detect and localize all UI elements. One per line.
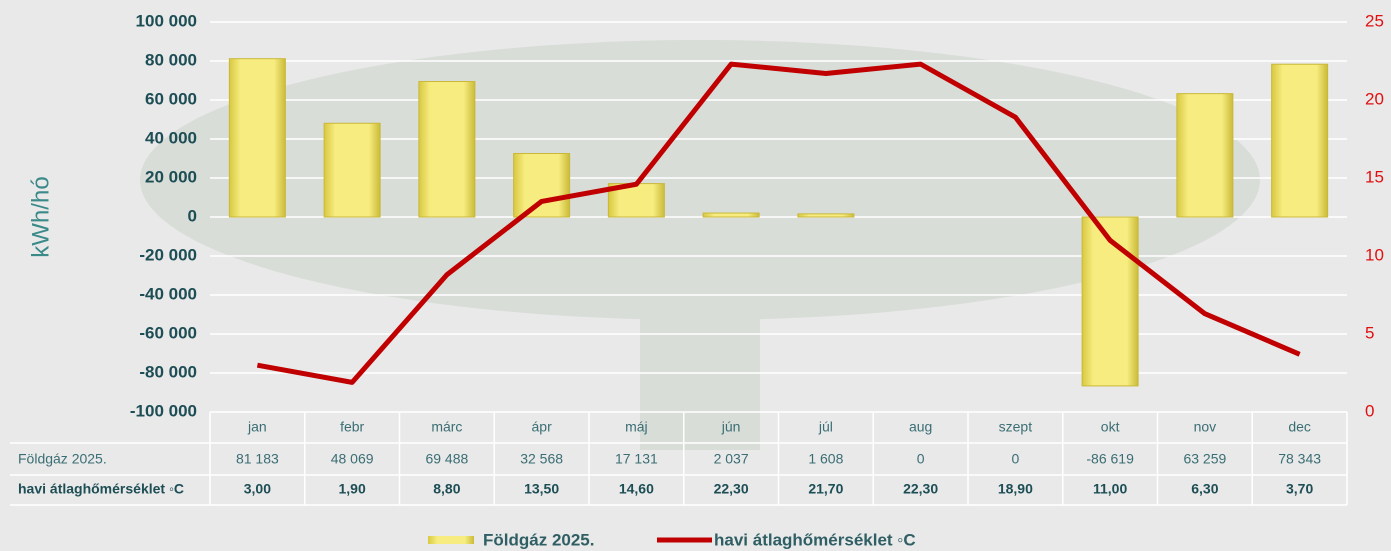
- x-tick-label: ápr: [532, 419, 553, 435]
- table-cell: 0: [917, 451, 925, 467]
- table-cell: 18,90: [998, 481, 1033, 497]
- y-tick-label: 100 000: [136, 11, 197, 30]
- bar: [323, 122, 381, 218]
- y-tick-label: 80 000: [145, 50, 197, 69]
- x-tick-label: júl: [818, 419, 833, 435]
- line: [256, 61, 1301, 385]
- legend-label: havi átlaghőmérséklet ◦C: [714, 530, 916, 549]
- y-tick-label: -100 000: [130, 401, 197, 420]
- table-cell: 0: [1011, 451, 1019, 467]
- y-tick-label: 60 000: [145, 89, 197, 108]
- table-cell: 22,30: [714, 481, 749, 497]
- table-row-label: Földgáz 2025.: [18, 451, 107, 467]
- y-tick-label: -40 000: [139, 284, 197, 303]
- table-cell: 22,30: [903, 481, 938, 497]
- bar: [228, 58, 286, 218]
- x-tick-label: okt: [1101, 419, 1120, 435]
- y-axis-title: kWh/hó: [27, 176, 54, 257]
- bar: [1271, 63, 1329, 218]
- y-tick-label: 0: [188, 206, 197, 225]
- x-tick-label: aug: [909, 419, 932, 435]
- x-tick-label: jan: [247, 419, 267, 435]
- table-cell: 2 037: [714, 451, 749, 467]
- table-cell: 11,00: [1093, 481, 1127, 497]
- y2-tick-label: 0: [1365, 401, 1374, 420]
- legend-label: Földgáz 2025.: [483, 530, 594, 549]
- table-cell: 48 069: [331, 451, 374, 467]
- x-tick-label: dec: [1288, 419, 1311, 435]
- y2-tick-label: 15: [1365, 167, 1384, 186]
- bar: [1176, 93, 1234, 218]
- x-tick-label: márc: [431, 419, 462, 435]
- table-cell: 1,90: [339, 481, 366, 497]
- bar: [1081, 216, 1139, 387]
- table-cell: 17 131: [615, 451, 658, 467]
- table-cell: -86 619: [1086, 451, 1134, 467]
- bar: [797, 213, 855, 218]
- table-grid: [10, 442, 1347, 506]
- table-row-label: havi átlaghőmérséklet ◦C: [18, 481, 184, 497]
- table-cell: 21,70: [808, 481, 843, 497]
- x-tick-label: máj: [625, 419, 648, 435]
- y-tick-label: -60 000: [139, 323, 197, 342]
- x-tick-label: szept: [999, 419, 1033, 435]
- y-tick-label: 20 000: [145, 167, 197, 186]
- bar: [418, 80, 476, 218]
- table-cell: 3,70: [1286, 481, 1313, 497]
- y2-tick-label: 10: [1365, 245, 1384, 264]
- table-cell: 69 488: [425, 451, 468, 467]
- table-cell: 81 183: [236, 451, 279, 467]
- table-cell: 14,60: [619, 481, 654, 497]
- bar: [702, 212, 760, 218]
- table-cell: 8,80: [433, 481, 460, 497]
- table-cell: 32 568: [520, 451, 563, 467]
- legend-swatch: [428, 536, 474, 544]
- table-cell: 6,30: [1191, 481, 1218, 497]
- y-tick-label: -80 000: [139, 362, 197, 381]
- x-tick-label: febr: [340, 419, 364, 435]
- table-cell: 3,00: [244, 481, 271, 497]
- table-cell: 63 259: [1183, 451, 1226, 467]
- y-tick-label: 40 000: [145, 128, 197, 147]
- x-tick-label: nov: [1194, 419, 1217, 435]
- y-tick-label: -20 000: [139, 245, 197, 264]
- x-tick-label: jún: [721, 419, 741, 435]
- y2-tick-label: 5: [1365, 323, 1374, 342]
- bar: [513, 152, 571, 218]
- table-cell: 13,50: [524, 481, 559, 497]
- y2-tick-label: 25: [1365, 11, 1384, 30]
- table-cell: 78 343: [1278, 451, 1321, 467]
- table-cell: 1 608: [808, 451, 843, 467]
- y2-tick-label: 20: [1365, 89, 1384, 108]
